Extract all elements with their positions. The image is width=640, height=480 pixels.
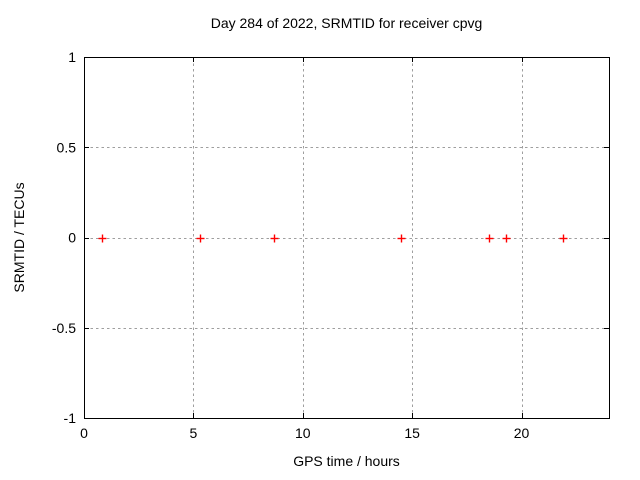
y-axis-label: SRMTID / TECUs xyxy=(11,182,27,292)
axis-tick-labels: 0 5 10 15 20 -1 -0.5 0 0.5 1 xyxy=(52,49,530,441)
y-tick-label: -1 xyxy=(64,410,77,426)
data-point-marker xyxy=(485,234,494,243)
x-axis-label: GPS time / hours xyxy=(293,453,400,469)
data-point-marker xyxy=(502,234,511,243)
x-tick-label: 15 xyxy=(404,425,420,441)
plot-border xyxy=(84,57,610,419)
y-tick-label: 0.5 xyxy=(57,139,77,155)
x-tick-label: 10 xyxy=(295,425,311,441)
data-point-marker xyxy=(397,234,406,243)
tick-layer xyxy=(84,57,609,419)
data-point-marker xyxy=(270,234,279,243)
chart-title: Day 284 of 2022, SRMTID for receiver cpv… xyxy=(211,15,483,31)
data-point-marker xyxy=(559,234,568,243)
y-tick-label: 0 xyxy=(68,230,76,246)
x-tick-label: 20 xyxy=(514,425,530,441)
x-tick-label: 0 xyxy=(80,425,88,441)
grid-layer xyxy=(85,58,608,417)
y-tick-label: 1 xyxy=(68,49,76,65)
data-series xyxy=(98,234,568,243)
data-point-marker xyxy=(98,234,107,243)
y-tick-label: -0.5 xyxy=(52,320,76,336)
data-point-marker xyxy=(196,234,205,243)
x-tick-label: 5 xyxy=(189,425,197,441)
